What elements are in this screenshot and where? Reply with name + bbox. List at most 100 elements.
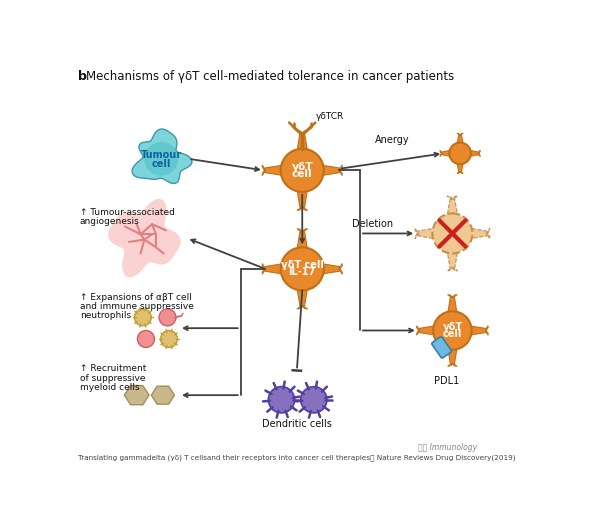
- Polygon shape: [262, 264, 265, 270]
- Polygon shape: [447, 252, 458, 268]
- Circle shape: [281, 149, 324, 192]
- Polygon shape: [447, 196, 454, 199]
- Polygon shape: [447, 268, 454, 271]
- Polygon shape: [301, 207, 307, 210]
- Polygon shape: [448, 295, 454, 297]
- Polygon shape: [459, 172, 463, 173]
- Polygon shape: [457, 163, 463, 172]
- Circle shape: [161, 330, 177, 348]
- Polygon shape: [478, 153, 480, 156]
- Polygon shape: [262, 268, 265, 274]
- Polygon shape: [451, 295, 457, 297]
- Text: Dendritic cells: Dendritic cells: [262, 419, 332, 429]
- Polygon shape: [459, 133, 463, 135]
- Polygon shape: [451, 268, 458, 271]
- Text: Mechanisms of γδT cell-mediated tolerance in cancer patients: Mechanisms of γδT cell-mediated toleranc…: [86, 70, 454, 83]
- Text: Anergy: Anergy: [375, 134, 410, 144]
- Polygon shape: [151, 386, 174, 404]
- Polygon shape: [297, 207, 303, 210]
- Polygon shape: [265, 165, 283, 176]
- Polygon shape: [297, 133, 307, 151]
- Polygon shape: [339, 169, 342, 176]
- Polygon shape: [297, 288, 307, 306]
- Polygon shape: [448, 297, 457, 313]
- Text: ↑ Tumour-associated: ↑ Tumour-associated: [80, 208, 174, 217]
- Polygon shape: [448, 364, 454, 366]
- Polygon shape: [297, 229, 303, 232]
- Polygon shape: [416, 329, 419, 335]
- Text: ↑ Recruitment: ↑ Recruitment: [80, 365, 146, 374]
- Polygon shape: [339, 264, 342, 270]
- Text: Deletion: Deletion: [352, 219, 393, 229]
- Polygon shape: [457, 172, 461, 173]
- Polygon shape: [457, 133, 461, 135]
- Polygon shape: [469, 326, 485, 335]
- Text: γδT: γδT: [442, 322, 462, 332]
- Polygon shape: [485, 329, 488, 335]
- Polygon shape: [448, 348, 457, 364]
- Polygon shape: [124, 386, 149, 405]
- Text: γδT cell: γδT cell: [281, 260, 324, 270]
- Circle shape: [281, 247, 324, 290]
- Text: cell: cell: [151, 159, 171, 169]
- Polygon shape: [418, 228, 434, 239]
- Text: PDL1: PDL1: [434, 376, 459, 386]
- Polygon shape: [457, 135, 463, 144]
- Polygon shape: [471, 228, 487, 239]
- Polygon shape: [297, 306, 303, 309]
- Polygon shape: [451, 196, 458, 199]
- Text: ↑ Expansions of αβT cell: ↑ Expansions of αβT cell: [80, 293, 191, 302]
- Text: γδT: γδT: [292, 162, 313, 172]
- Circle shape: [432, 214, 472, 254]
- Circle shape: [433, 311, 472, 350]
- Text: 图话 Immunology: 图话 Immunology: [418, 443, 477, 452]
- Polygon shape: [108, 199, 181, 277]
- Polygon shape: [297, 190, 307, 207]
- Polygon shape: [447, 199, 458, 216]
- Polygon shape: [415, 228, 418, 234]
- Text: cell: cell: [292, 169, 313, 179]
- Text: and immune suppressive: and immune suppressive: [80, 302, 194, 311]
- Polygon shape: [416, 326, 419, 331]
- Polygon shape: [415, 232, 418, 239]
- Polygon shape: [262, 169, 265, 176]
- Circle shape: [449, 143, 471, 164]
- Polygon shape: [487, 232, 490, 239]
- Polygon shape: [419, 326, 435, 335]
- Polygon shape: [339, 268, 342, 274]
- Polygon shape: [322, 165, 339, 176]
- FancyBboxPatch shape: [432, 337, 451, 358]
- Polygon shape: [339, 165, 342, 171]
- Polygon shape: [442, 151, 451, 156]
- Polygon shape: [297, 130, 303, 133]
- Polygon shape: [301, 130, 307, 133]
- Circle shape: [144, 142, 178, 176]
- Polygon shape: [301, 229, 307, 232]
- Text: γδTCR: γδTCR: [316, 112, 345, 121]
- Polygon shape: [132, 129, 192, 183]
- Polygon shape: [485, 326, 488, 331]
- Circle shape: [159, 309, 176, 326]
- Polygon shape: [470, 151, 478, 156]
- Polygon shape: [322, 264, 339, 274]
- Polygon shape: [440, 150, 442, 154]
- Polygon shape: [297, 232, 307, 250]
- Text: myeloid cells: myeloid cells: [80, 383, 140, 392]
- Text: angiogenesis: angiogenesis: [80, 217, 140, 227]
- Circle shape: [301, 387, 327, 413]
- Text: b: b: [78, 70, 87, 83]
- Text: neutrophils: neutrophils: [80, 312, 131, 320]
- Polygon shape: [440, 153, 442, 156]
- Polygon shape: [301, 306, 307, 309]
- Text: of suppressive: of suppressive: [80, 374, 145, 383]
- Polygon shape: [451, 364, 457, 366]
- Circle shape: [269, 387, 294, 413]
- Polygon shape: [262, 165, 265, 171]
- Circle shape: [137, 330, 154, 348]
- Circle shape: [134, 309, 151, 326]
- Polygon shape: [478, 150, 480, 154]
- Text: IL-17: IL-17: [289, 267, 316, 277]
- Polygon shape: [487, 228, 490, 234]
- Text: Tumour: Tumour: [141, 150, 182, 160]
- Text: cell: cell: [443, 329, 462, 339]
